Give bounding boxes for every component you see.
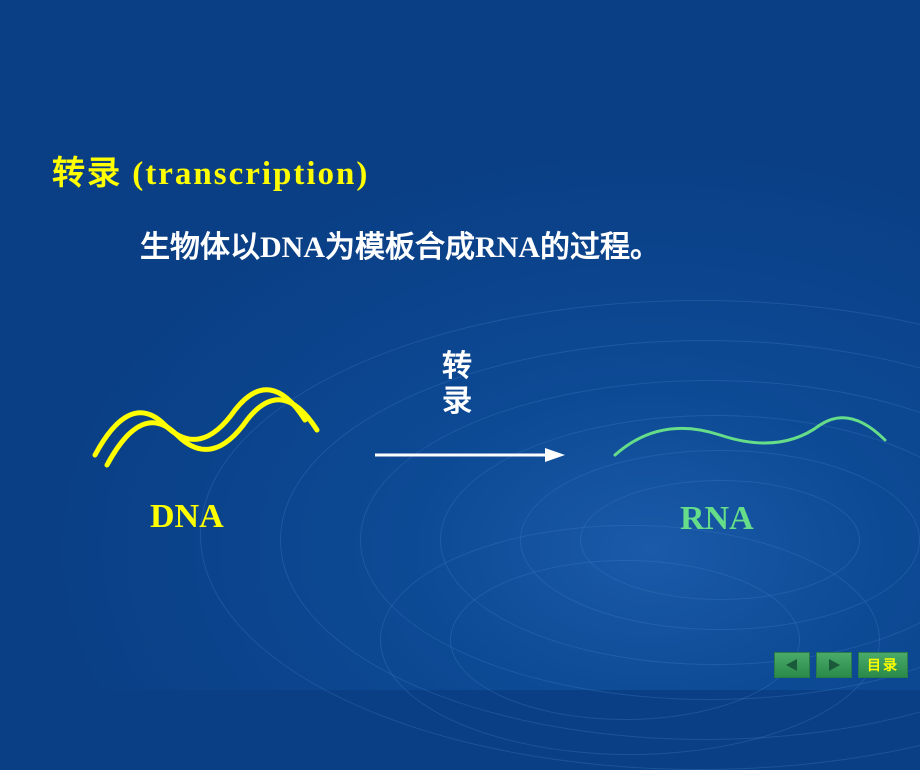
slide-subtitle: 生物体以DNA为模板合成RNA的过程。	[140, 222, 660, 266]
next-button[interactable]	[816, 652, 852, 678]
arrow-label-line2: 录	[442, 385, 472, 418]
arrow-label: 转 录	[442, 350, 472, 419]
arrow-label-line1: 转	[442, 350, 472, 383]
prev-button[interactable]	[774, 652, 810, 678]
toc-button[interactable]: 目录	[858, 652, 908, 678]
slide-title: 转录 (transcription)	[52, 146, 369, 194]
dna-label: DNA	[150, 498, 224, 536]
triangle-left-icon	[784, 657, 800, 673]
transcription-diagram: DNA 转 录 RNA	[0, 350, 920, 550]
dna-double-helix	[85, 370, 325, 480]
transcription-arrow	[370, 440, 570, 470]
triangle-right-icon	[826, 657, 842, 673]
nav-button-group: 目录	[774, 652, 908, 678]
rna-label: RNA	[680, 500, 754, 538]
rna-single-strand	[610, 405, 890, 475]
ripple-decoration	[380, 525, 880, 755]
